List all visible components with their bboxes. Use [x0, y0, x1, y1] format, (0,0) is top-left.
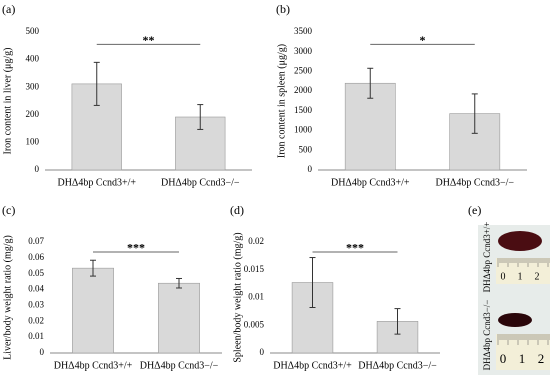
- y-tick-label: 2000: [294, 85, 313, 95]
- y-tick-label: 0.04: [28, 284, 44, 294]
- y-tick-label: 0: [35, 164, 40, 174]
- y-tick-label: 0.07: [28, 236, 44, 246]
- panel-label: (a): [2, 2, 15, 16]
- ruler-number: 2: [538, 351, 545, 366]
- y-tick-label: 1500: [294, 105, 313, 115]
- panel-label: (b): [276, 2, 290, 16]
- x-tick-label: DHΔ4bp Ccnd3+/+: [57, 177, 136, 188]
- ruler-ticks: [497, 258, 550, 345]
- y-tick-label: 0: [260, 347, 265, 357]
- y-axis-title: Spleen/body weight ratio (mg/g): [232, 232, 243, 362]
- bar: [158, 282, 200, 354]
- x-tick-label: DHΔ4bp Ccnd3+/+: [54, 360, 133, 371]
- y-tick-label: 1000: [294, 125, 313, 135]
- ruler-number: 1: [518, 271, 523, 282]
- y-tick-label: 0.01: [28, 331, 44, 341]
- spleen-photo: [498, 231, 542, 251]
- x-tick-label: DHΔ4bp Ccnd3−/−: [358, 360, 437, 371]
- ruler-number: 1: [519, 351, 526, 366]
- ruler: [496, 258, 550, 284]
- y-tick-label: 100: [26, 136, 40, 146]
- ruler: [496, 334, 550, 370]
- y-axis-title: Iron content in liver (μg/g): [2, 48, 13, 155]
- y-tick-label: 0.03: [28, 299, 44, 309]
- y-tick-label: 3500: [294, 26, 313, 36]
- y-tick-label: 500: [26, 26, 40, 36]
- panel-label: (e): [468, 203, 481, 217]
- panel-label: (d): [230, 203, 244, 217]
- x-tick-label: DHΔ4bp Ccnd3+/+: [273, 360, 352, 371]
- y-axis-title: Liver/body weight ratio (mg/g): [2, 235, 13, 360]
- photo-label: DHΔ4bp Ccnd3−/−: [482, 300, 492, 371]
- x-tick-label: DHΔ4bp Ccnd3−/−: [140, 360, 219, 371]
- x-tick-label: DHΔ4bp Ccnd3+/+: [331, 177, 410, 188]
- spleen-photo: [498, 313, 532, 327]
- y-tick-label: 3000: [294, 46, 313, 56]
- y-tick-label: 500: [299, 144, 313, 154]
- y-tick-label: 0.06: [28, 252, 44, 262]
- y-axis-title: Iron content in spleen (μg/g): [276, 44, 287, 158]
- bar: [72, 267, 114, 354]
- x-tick-label: DHΔ4bp Ccnd3−/−: [435, 177, 514, 188]
- y-tick-label: 0.015: [244, 264, 265, 274]
- y-tick-label: 0: [308, 164, 313, 174]
- ruler-number: 0: [501, 271, 506, 282]
- y-tick-label: 0.05: [28, 268, 44, 278]
- significance-label: *: [420, 33, 426, 47]
- y-tick-label: 200: [26, 109, 40, 119]
- significance-label: ***: [127, 241, 145, 255]
- y-tick-label: 2500: [294, 65, 313, 75]
- y-tick-label: 400: [26, 54, 40, 64]
- y-tick-label: 0.01: [248, 292, 264, 302]
- y-tick-label: 300: [26, 81, 40, 91]
- y-tick-label: 0: [40, 347, 45, 357]
- photo-label: DHΔ4bp Ccnd3+/+: [482, 222, 492, 293]
- ruler-number: 2: [535, 271, 540, 282]
- significance-label: **: [143, 33, 155, 47]
- bar: [376, 321, 419, 354]
- panel-label: (c): [2, 203, 15, 217]
- y-tick-label: 0.02: [248, 236, 264, 246]
- y-tick-label: 0.005: [244, 319, 265, 329]
- ruler-number: 0: [500, 351, 507, 366]
- y-tick-label: 0.02: [28, 315, 44, 325]
- x-tick-label: DHΔ4bp Ccnd3−/−: [161, 177, 240, 188]
- significance-label: ***: [346, 241, 364, 255]
